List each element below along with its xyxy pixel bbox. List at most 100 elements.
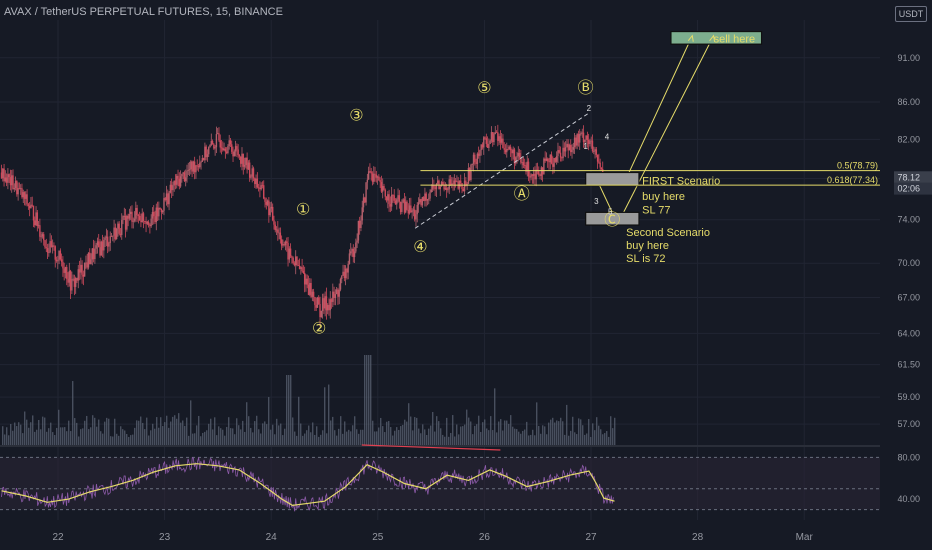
candle-body [218,133,220,141]
candle-body [103,239,105,251]
volume-bar [452,415,454,445]
fib-label: 0.618(77.34) [827,175,878,185]
candle-body [447,189,449,191]
volume-bar [10,424,12,445]
volume-bar [128,436,130,445]
candle-body [467,168,470,184]
candle-body [8,174,10,178]
candle-body [58,250,60,261]
candle-body [85,262,87,264]
candle-body [59,250,62,260]
arrow-head [709,34,716,42]
candle-body [538,170,540,175]
candle-body [5,177,8,183]
currency-button[interactable]: USDT [895,6,927,22]
candle-body [413,209,416,220]
volume-bar [218,426,220,445]
volume-bar [572,416,574,445]
candle-body [9,177,12,186]
volume-bar [460,426,462,445]
volume-bar [356,429,358,445]
volume-bars [2,355,616,445]
volume-bar [320,434,322,445]
volume-bar [474,425,476,445]
volume-bar [414,417,416,445]
candle-body [48,252,50,253]
candle-body [442,182,444,186]
volume-bar [46,431,48,445]
volume-bar [580,419,582,445]
volume-bar [2,426,4,445]
candle-body [332,291,334,302]
volume-bar [140,416,142,445]
volume-bar [154,428,156,445]
candle-body [200,161,202,163]
candle-body [347,263,349,273]
volume-bar [146,417,148,445]
candle-body [307,284,310,295]
volume-bar [352,425,354,445]
candle-body [251,168,253,177]
candle-body [298,265,301,269]
volume-bar [458,434,460,445]
candle-body [80,264,82,273]
volume-bar [50,422,52,445]
volume-bar [210,418,212,445]
volume-bar [612,428,614,445]
volume-bar [246,402,248,445]
price-label-text: 78.12 [897,172,920,182]
candle-body [185,177,187,182]
candle-body [399,201,402,212]
candle-body [566,143,568,148]
volume-bar [6,427,8,445]
volume-bar [24,411,26,445]
candle-body [380,182,383,192]
candle-body [292,257,294,264]
candle-body [562,147,564,159]
volume-bar [36,429,38,445]
candle-body [481,144,484,148]
volume-bar [16,426,18,445]
candle-body [593,151,595,152]
candle-body [63,268,65,273]
volume-bar [212,429,214,445]
volume-bar [448,436,450,445]
volume-bar [336,435,338,445]
candle-body [517,153,519,157]
volume-bar [434,431,436,445]
volume-bar [370,355,372,445]
candle-body [211,140,214,145]
volume-bar [380,417,382,445]
candle-body [554,158,557,162]
volume-bar [394,430,396,445]
candle-body [227,146,229,153]
volume-bar [266,424,268,445]
volume-bar [196,425,198,445]
candle-body [30,204,32,209]
volume-bar [200,436,202,445]
candle-body [172,185,174,191]
volume-bar [242,420,244,445]
volume-bar [484,419,486,445]
volume-bar [552,417,554,445]
candle-body [594,149,596,152]
volume-bar [76,422,78,445]
volume-bar [530,434,532,445]
candle-body [216,133,219,135]
candle-body [353,251,356,258]
candle-body [532,173,535,176]
candle-body [101,241,104,251]
candle-body [78,269,81,273]
candle-body [305,278,307,285]
candle-body [228,140,230,147]
volume-bar [118,435,120,445]
volume-bar [30,422,32,445]
volume-bar [102,433,104,445]
candle-body [306,278,308,285]
price-tick-label: 91.00 [897,53,920,63]
volume-bar [80,429,82,445]
candle-body [271,206,274,221]
volume-bar [268,397,270,445]
candle-body [181,173,183,177]
